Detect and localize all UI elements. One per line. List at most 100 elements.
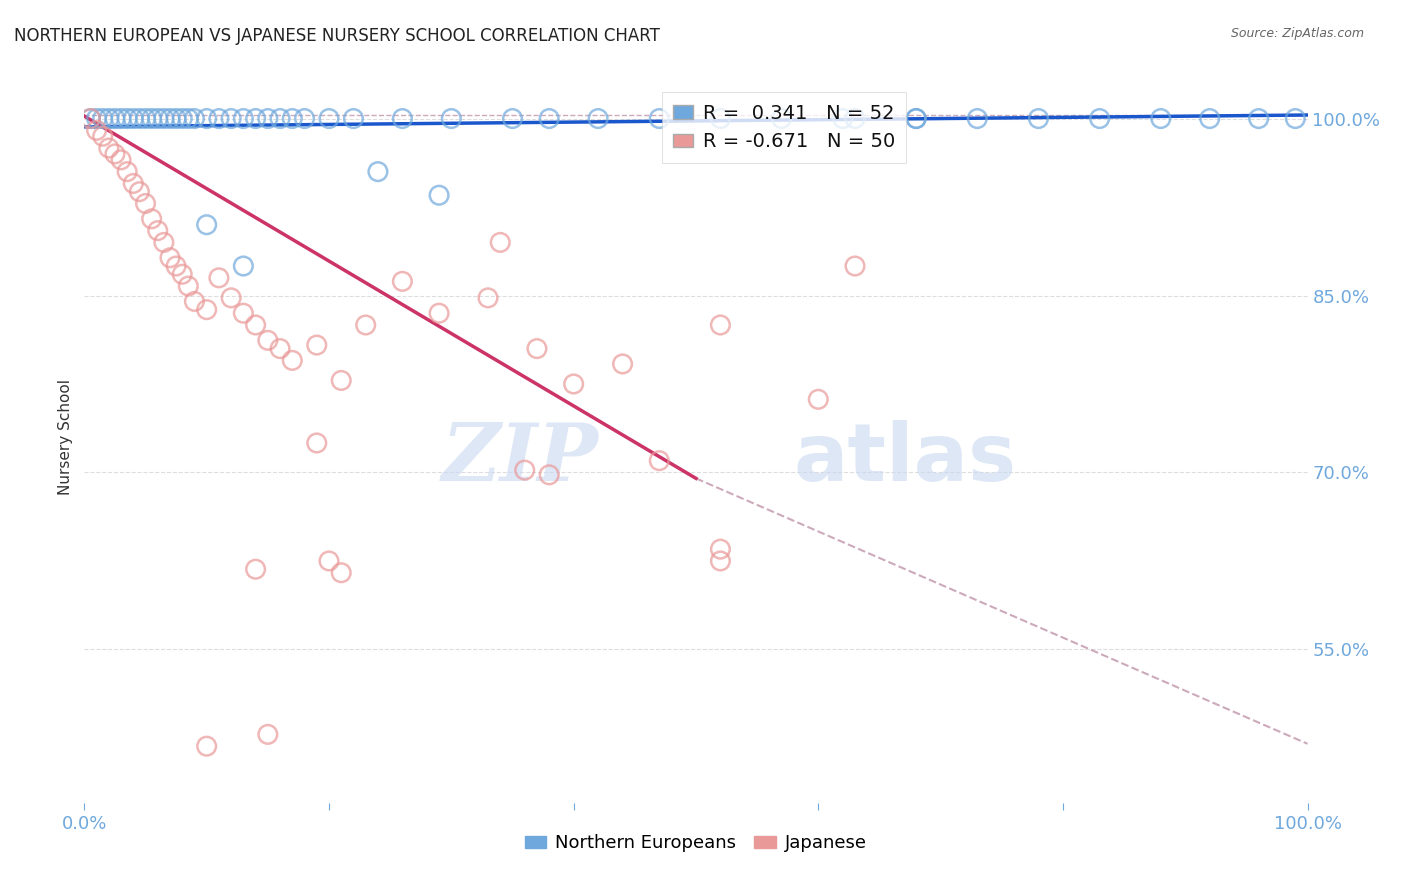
Point — [709, 542, 731, 557]
Point — [128, 112, 150, 126]
Point — [79, 112, 101, 126]
Point — [172, 112, 194, 126]
Point — [219, 112, 242, 126]
Point — [305, 338, 328, 352]
Text: atlas: atlas — [794, 420, 1017, 498]
Point — [844, 259, 866, 273]
Point — [318, 554, 340, 568]
Point — [477, 291, 499, 305]
Point — [165, 259, 187, 273]
Point — [86, 123, 108, 137]
Point — [513, 463, 536, 477]
Text: Source: ZipAtlas.com: Source: ZipAtlas.com — [1230, 27, 1364, 40]
Text: NORTHERN EUROPEAN VS JAPANESE NURSERY SCHOOL CORRELATION CHART: NORTHERN EUROPEAN VS JAPANESE NURSERY SC… — [14, 27, 659, 45]
Point — [391, 274, 413, 288]
Point — [831, 112, 853, 126]
Point — [122, 177, 145, 191]
Point — [91, 129, 114, 144]
Point — [294, 112, 316, 126]
Point — [208, 112, 231, 126]
Point — [709, 112, 731, 126]
Point — [342, 112, 364, 126]
Point — [195, 218, 218, 232]
Text: ZIP: ZIP — [441, 420, 598, 498]
Point — [440, 112, 463, 126]
Point — [538, 112, 561, 126]
Point — [195, 112, 218, 126]
Point — [135, 196, 157, 211]
Point — [391, 112, 413, 126]
Point — [427, 188, 450, 202]
Point — [502, 112, 524, 126]
Point — [905, 112, 928, 126]
Point — [232, 112, 254, 126]
Point — [281, 112, 304, 126]
Point — [146, 224, 169, 238]
Point — [159, 112, 181, 126]
Point — [208, 270, 231, 285]
Point — [110, 112, 132, 126]
Point — [245, 112, 267, 126]
Point — [648, 453, 671, 467]
Point — [245, 562, 267, 576]
Point — [104, 147, 127, 161]
Point — [219, 291, 242, 305]
Point — [844, 112, 866, 126]
Point — [770, 112, 793, 126]
Point — [128, 185, 150, 199]
Point — [489, 235, 512, 250]
Point — [1028, 112, 1050, 126]
Point — [153, 235, 176, 250]
Point — [141, 112, 163, 126]
Point — [115, 164, 138, 178]
Point — [195, 739, 218, 754]
Point — [91, 112, 114, 126]
Point — [526, 342, 548, 356]
Point — [318, 112, 340, 126]
Point — [709, 554, 731, 568]
Point — [305, 436, 328, 450]
Point — [281, 353, 304, 368]
Y-axis label: Nursery School: Nursery School — [58, 379, 73, 495]
Point — [122, 112, 145, 126]
Point — [807, 392, 830, 407]
Point — [172, 267, 194, 281]
Point — [79, 112, 101, 126]
Point — [905, 112, 928, 126]
Point — [232, 306, 254, 320]
Point — [97, 112, 120, 126]
Point — [153, 112, 176, 126]
Point — [104, 112, 127, 126]
Point — [183, 294, 205, 309]
Point — [1284, 112, 1306, 126]
Point — [354, 318, 377, 332]
Point — [110, 153, 132, 167]
Point — [538, 467, 561, 482]
Point — [1088, 112, 1111, 126]
Point — [1247, 112, 1270, 126]
Point — [1198, 112, 1220, 126]
Point — [146, 112, 169, 126]
Point — [177, 112, 200, 126]
Point — [1150, 112, 1173, 126]
Point — [135, 112, 157, 126]
Point — [165, 112, 187, 126]
Legend: Northern Europeans, Japanese: Northern Europeans, Japanese — [517, 827, 875, 860]
Point — [195, 302, 218, 317]
Point — [232, 259, 254, 273]
Point — [648, 112, 671, 126]
Point — [612, 357, 634, 371]
Point — [183, 112, 205, 126]
Point — [159, 251, 181, 265]
Point — [330, 566, 353, 580]
Point — [269, 342, 291, 356]
Point — [269, 112, 291, 126]
Point — [245, 318, 267, 332]
Point — [257, 334, 280, 348]
Point — [141, 211, 163, 226]
Point — [367, 164, 389, 178]
Point — [257, 727, 280, 741]
Point — [97, 141, 120, 155]
Point — [562, 376, 585, 391]
Point — [586, 112, 609, 126]
